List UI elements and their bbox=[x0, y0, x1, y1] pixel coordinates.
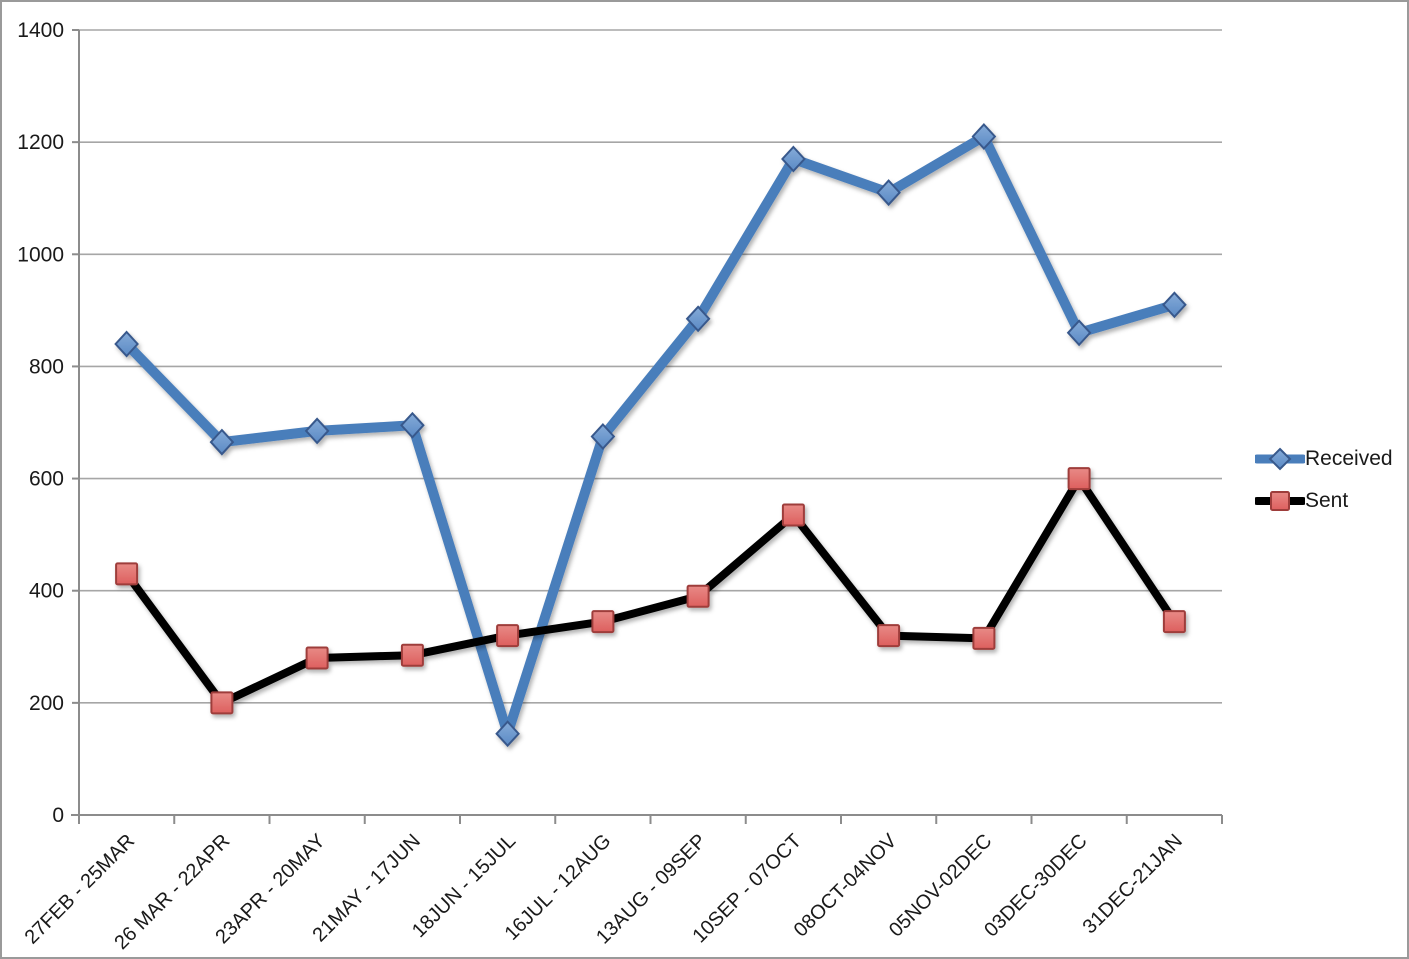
series-line-received bbox=[121, 131, 1180, 739]
x-axis-label-9: 05NOV-02DEC bbox=[885, 830, 996, 941]
data-point-received-0 bbox=[114, 330, 139, 358]
y-axis-label-1000: 1000 bbox=[17, 243, 64, 266]
legend-label-sent: Sent bbox=[1305, 489, 1349, 512]
data-point-received-10 bbox=[1066, 319, 1092, 347]
y-axis-label-0: 0 bbox=[52, 804, 64, 827]
data-point-received-11 bbox=[1162, 291, 1187, 319]
y-axis-label-800: 800 bbox=[29, 355, 64, 378]
y-axis-label-400: 400 bbox=[29, 580, 64, 603]
legend-label-received: Received bbox=[1305, 447, 1393, 470]
legend-marker-diamond bbox=[1268, 447, 1292, 471]
legend-item-received: Received bbox=[1255, 446, 1393, 472]
series-received bbox=[114, 123, 1187, 748]
legend-sample-received bbox=[1255, 447, 1305, 471]
legend-marker-square bbox=[1270, 491, 1290, 511]
data-point-sent-3 bbox=[400, 643, 424, 667]
data-point-sent-11 bbox=[1162, 610, 1186, 634]
data-point-received-9 bbox=[971, 123, 997, 150]
data-point-sent-5 bbox=[591, 610, 615, 634]
y-axis-label-200: 200 bbox=[29, 692, 64, 715]
data-point-received-6 bbox=[685, 305, 711, 333]
data-point-sent-6 bbox=[686, 584, 710, 608]
y-axis-label-1400: 1400 bbox=[17, 19, 64, 42]
data-point-sent-9 bbox=[972, 626, 996, 650]
data-point-received-4 bbox=[495, 720, 520, 748]
data-point-sent-2 bbox=[305, 646, 329, 670]
data-point-received-8 bbox=[876, 179, 901, 207]
data-point-received-7 bbox=[781, 145, 806, 173]
data-point-received-5 bbox=[590, 423, 616, 450]
y-axis-label-1200: 1200 bbox=[17, 131, 64, 154]
x-axis-label-11: 31DEC-21JAN bbox=[1079, 830, 1187, 938]
data-point-sent-7 bbox=[781, 503, 805, 527]
data-point-received-1 bbox=[209, 428, 235, 456]
data-point-sent-1 bbox=[210, 691, 234, 715]
data-point-sent-8 bbox=[877, 624, 901, 648]
series-line-sent bbox=[122, 474, 1179, 707]
x-axis-label-10: 03DEC-30DEC bbox=[980, 830, 1091, 941]
data-point-sent-0 bbox=[115, 562, 139, 586]
legend-sample-sent bbox=[1255, 491, 1305, 511]
legend: Received Sent bbox=[1255, 446, 1393, 514]
legend-item-sent: Sent bbox=[1255, 488, 1393, 514]
y-axis-label-600: 600 bbox=[29, 468, 64, 491]
data-point-received-3 bbox=[400, 411, 425, 439]
data-point-sent-10 bbox=[1067, 467, 1091, 491]
data-point-received-2 bbox=[304, 417, 330, 445]
data-point-sent-4 bbox=[496, 624, 520, 648]
series-sent bbox=[115, 467, 1186, 715]
